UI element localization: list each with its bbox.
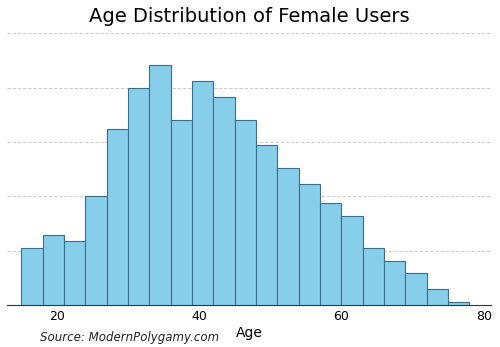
Bar <box>214 97 234 305</box>
X-axis label: Age: Age <box>236 326 262 340</box>
Title: Age Distribution of Female Users: Age Distribution of Female Users <box>88 7 409 26</box>
Bar <box>170 120 192 305</box>
Bar <box>384 261 406 305</box>
Bar <box>278 168 298 305</box>
Bar <box>149 65 171 305</box>
Bar <box>42 235 64 305</box>
Bar <box>320 203 342 305</box>
Bar <box>192 81 214 305</box>
Bar <box>298 184 320 305</box>
Bar <box>448 302 469 305</box>
Bar <box>106 129 128 305</box>
Text: Source: ModernPolygamy.com: Source: ModernPolygamy.com <box>40 331 219 344</box>
Bar <box>234 120 256 305</box>
Bar <box>128 87 149 305</box>
Bar <box>256 145 278 305</box>
Bar <box>85 196 106 305</box>
Bar <box>21 248 42 305</box>
Bar <box>406 273 426 305</box>
Bar <box>64 241 85 305</box>
Bar <box>426 289 448 305</box>
Bar <box>342 216 362 305</box>
Bar <box>362 248 384 305</box>
